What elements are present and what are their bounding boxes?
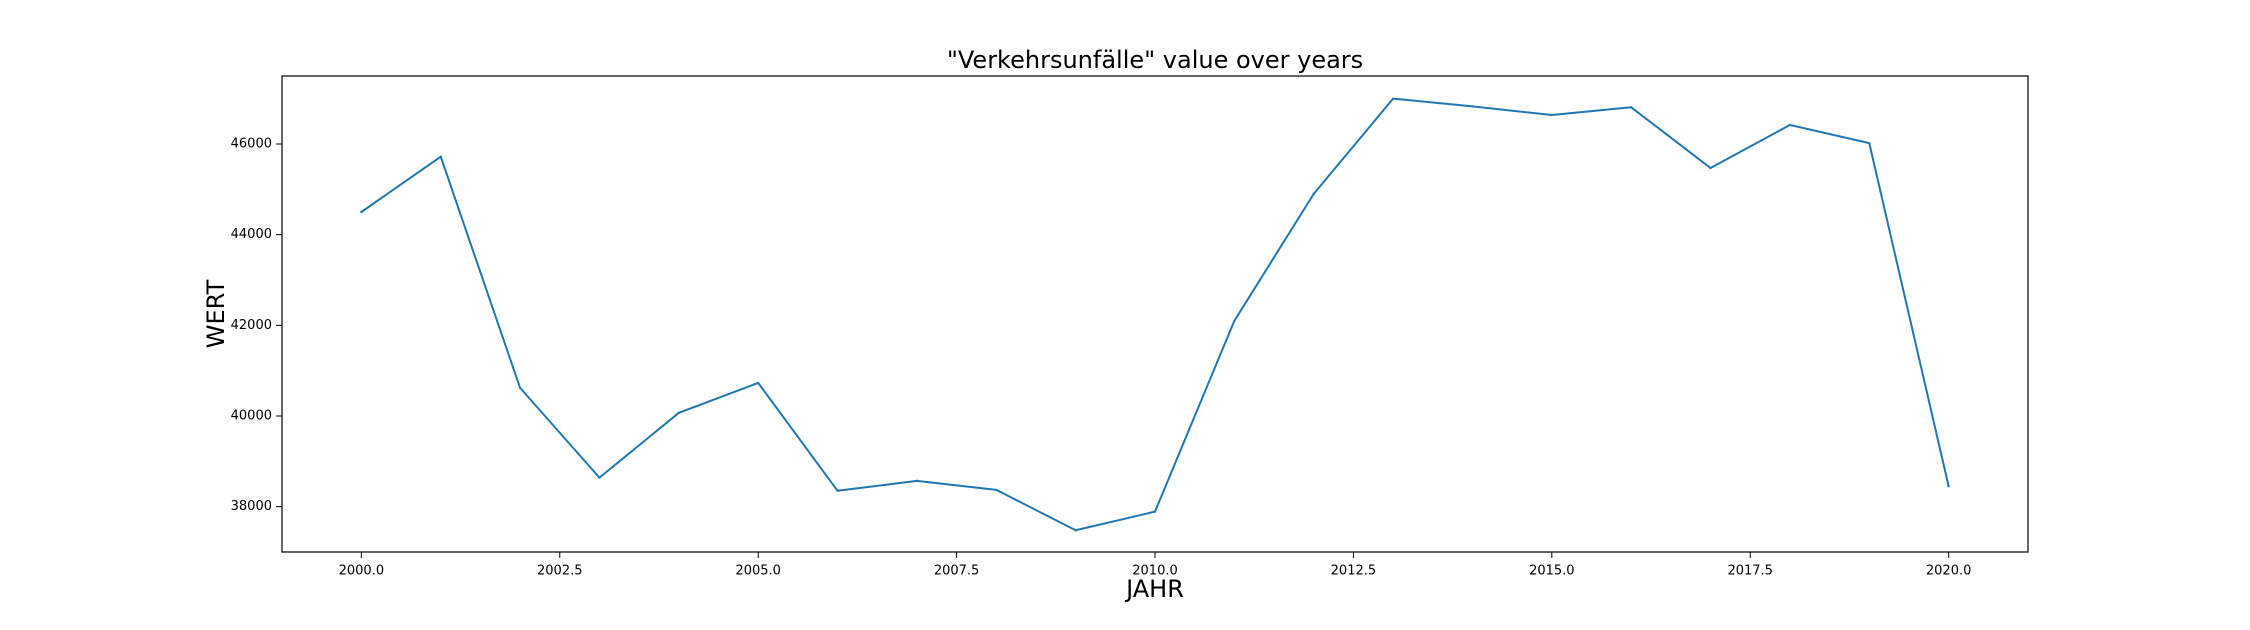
data-point <box>756 381 760 385</box>
data-point <box>1550 113 1554 117</box>
y-tick-label: 44000 <box>231 227 272 242</box>
series-line <box>360 97 1950 532</box>
x-tick-label: 2020.0 <box>1926 564 1972 579</box>
y-axis-label: WERT <box>202 279 230 348</box>
x-tick-label: 2017.5 <box>1727 564 1773 579</box>
data-point <box>1947 485 1950 488</box>
data-point <box>915 479 919 483</box>
data-point <box>1233 319 1236 322</box>
data-point <box>995 488 998 492</box>
data-point <box>518 386 522 390</box>
y-axis: 38000 40000 42000 44000 46000 <box>231 137 282 514</box>
y-tick-label: 42000 <box>231 318 272 333</box>
data-point <box>598 476 601 479</box>
data-point <box>1153 510 1157 513</box>
data-point <box>1074 529 1077 532</box>
x-tick-label: 2007.5 <box>934 564 980 579</box>
data-point <box>1788 123 1792 127</box>
x-axis: 2000.0 2002.5 2005.0 2007.5 2010.0 2012.5 2015… <box>339 552 1972 579</box>
data-point <box>439 155 442 158</box>
y-tick-label: 40000 <box>231 409 272 424</box>
x-tick-label: 2010.0 <box>1132 564 1178 579</box>
data-point <box>1312 192 1315 196</box>
data-point <box>360 210 363 214</box>
plot-frame <box>281 75 2029 553</box>
data-point <box>1709 166 1712 170</box>
data-points <box>360 97 1950 532</box>
data-point <box>1629 106 1633 109</box>
x-tick-label: 2000.0 <box>339 564 385 579</box>
x-tick-label: 2012.5 <box>1331 564 1377 579</box>
data-point <box>1471 105 1474 108</box>
data-point <box>836 489 839 492</box>
y-tick-label: 46000 <box>231 137 272 152</box>
x-tick-label: 2002.5 <box>537 564 583 579</box>
chart-title: "Verkehrsunfälle" value over years <box>947 46 1363 74</box>
x-tick-label: 2005.0 <box>735 564 781 579</box>
data-point <box>677 411 681 415</box>
data-point <box>1868 141 1871 145</box>
x-tick-label: 2015.0 <box>1529 564 1575 579</box>
y-tick-label: 38000 <box>231 499 272 514</box>
data-point <box>1391 97 1395 100</box>
x-axis-label: JAHR <box>1124 575 1184 603</box>
